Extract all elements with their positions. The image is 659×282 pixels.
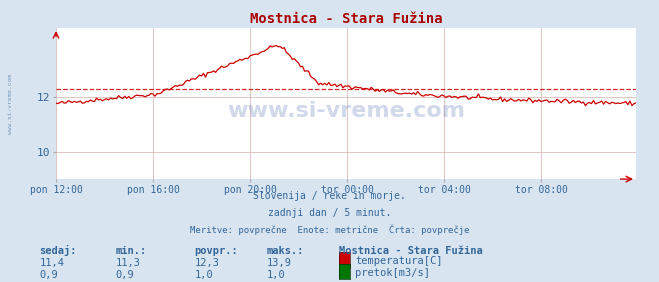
Text: sedaj:: sedaj: — [40, 245, 77, 256]
Text: Mostnica - Stara Fužina: Mostnica - Stara Fužina — [339, 246, 483, 256]
Text: 1,0: 1,0 — [267, 270, 285, 280]
Text: zadnji dan / 5 minut.: zadnji dan / 5 minut. — [268, 208, 391, 218]
Text: temperatura[C]: temperatura[C] — [355, 257, 443, 266]
Text: www.si-vreme.com: www.si-vreme.com — [227, 101, 465, 121]
Title: Mostnica - Stara Fužina: Mostnica - Stara Fužina — [250, 12, 442, 26]
Text: 1,0: 1,0 — [194, 270, 213, 280]
Text: Meritve: povprečne  Enote: metrične  Črta: povprečje: Meritve: povprečne Enote: metrične Črta:… — [190, 224, 469, 235]
Text: 0,9: 0,9 — [40, 270, 58, 280]
Text: 11,3: 11,3 — [115, 259, 140, 268]
Text: 11,4: 11,4 — [40, 259, 65, 268]
Text: Slovenija / reke in morje.: Slovenija / reke in morje. — [253, 191, 406, 201]
Text: min.:: min.: — [115, 246, 146, 256]
Text: 13,9: 13,9 — [267, 259, 292, 268]
Text: povpr.:: povpr.: — [194, 246, 238, 256]
Text: 0,9: 0,9 — [115, 270, 134, 280]
Text: maks.:: maks.: — [267, 246, 304, 256]
Text: 12,3: 12,3 — [194, 259, 219, 268]
Text: www.si-vreme.com: www.si-vreme.com — [8, 74, 13, 134]
Text: pretok[m3/s]: pretok[m3/s] — [355, 268, 430, 278]
